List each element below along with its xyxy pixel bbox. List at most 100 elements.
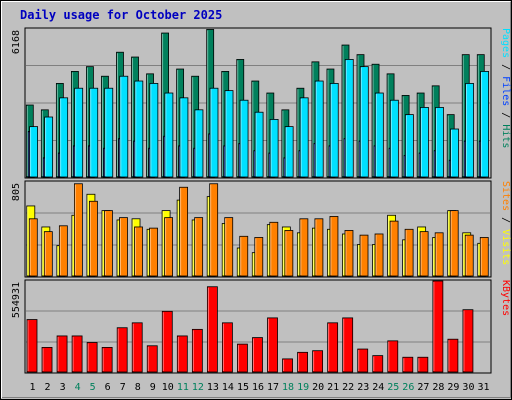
bar-pages xyxy=(420,107,429,178)
bar-sites xyxy=(299,218,309,277)
day-label: 30 xyxy=(462,382,474,393)
day-label: 26 xyxy=(402,382,414,393)
bar-kbytes xyxy=(417,356,429,373)
bar-pages xyxy=(284,126,294,178)
bar-sites xyxy=(104,210,113,277)
legend-/: / xyxy=(500,106,511,124)
bar-pages xyxy=(104,87,114,178)
legend-hits: Hits xyxy=(500,124,511,148)
day-label: 28 xyxy=(432,382,444,393)
bar-pages xyxy=(254,111,264,178)
bar-pages xyxy=(59,97,69,178)
bar-sites xyxy=(329,216,339,277)
bar-kbytes xyxy=(267,317,278,373)
bar-kbytes xyxy=(327,322,339,373)
bar-sites xyxy=(344,230,354,277)
bar-pages xyxy=(480,71,489,178)
bar-pages xyxy=(450,128,459,178)
bar-sites xyxy=(134,226,143,277)
day-label: 25 xyxy=(387,382,399,393)
day-label: 14 xyxy=(222,382,234,393)
day-label: 3 xyxy=(60,382,66,393)
legend-files: Files xyxy=(500,76,511,106)
bar-kbytes xyxy=(191,328,203,373)
panel-top-legend: Pages / Files / Hits xyxy=(500,28,511,148)
bar-sites xyxy=(269,221,279,277)
panel-top: 6168 Pages / Files / Hits xyxy=(11,27,511,179)
bar-sites xyxy=(284,230,294,277)
bar-pages xyxy=(74,87,84,178)
bar-kbytes xyxy=(116,327,128,373)
bar-kbytes xyxy=(312,350,324,373)
bar-sites xyxy=(164,217,173,277)
panel-bottom-max-label: 554931 xyxy=(11,282,22,318)
bar-sites xyxy=(404,228,414,277)
bar-pages xyxy=(149,83,159,178)
panel-bottom: 554931 KBytes xyxy=(11,279,511,374)
day-axis-labels: 1 2 3 4 5 6 7 8 9 10 11 12 13 14 15 16 17 18 19 20 21 22 23 24 2… xyxy=(30,382,490,393)
legend-kbytes: KBytes xyxy=(500,280,511,316)
bar-sites xyxy=(58,225,68,277)
day-label: 11 xyxy=(177,382,189,393)
chart-panels: 6168 Pages / Files / Hits 805 Sites / Visit… xyxy=(11,27,511,374)
day-label: 24 xyxy=(372,382,384,393)
legend-pages: Pages xyxy=(500,28,511,58)
bar-pages xyxy=(134,80,144,178)
day-label: 10 xyxy=(162,382,174,393)
bar-pages xyxy=(405,114,414,178)
bar-sites xyxy=(119,217,128,277)
bar-kbytes xyxy=(86,342,98,373)
bar-kbytes xyxy=(342,317,354,373)
day-label: 16 xyxy=(252,382,264,393)
legend-/: / xyxy=(500,58,511,76)
day-label: 2 xyxy=(45,382,51,393)
bar-kbytes xyxy=(447,338,459,373)
bar-pages xyxy=(119,75,129,178)
bar-sites xyxy=(419,231,429,277)
bar-kbytes xyxy=(222,322,233,373)
day-label: 18 xyxy=(282,382,294,393)
bar-sites xyxy=(464,234,474,277)
day-label: 4 xyxy=(75,382,81,393)
bar-sites xyxy=(389,220,399,277)
panel-middle-legend: Sites / Visits xyxy=(500,181,511,265)
bar-pages xyxy=(89,87,99,178)
bar-kbytes xyxy=(146,345,158,373)
bar-kbytes xyxy=(101,347,113,373)
bar-kbytes xyxy=(71,335,83,373)
bar-kbytes xyxy=(372,355,384,373)
bar-kbytes xyxy=(56,335,68,373)
bar-sites xyxy=(224,217,234,277)
day-label: 6 xyxy=(105,382,111,393)
day-label: 22 xyxy=(342,382,354,393)
bar-sites xyxy=(359,234,369,277)
bar-pages xyxy=(329,83,339,178)
bar-pages xyxy=(314,80,324,178)
day-label: 29 xyxy=(447,382,459,393)
bar-kbytes xyxy=(402,356,414,373)
bar-sites xyxy=(73,183,83,277)
bar-pages xyxy=(44,116,54,178)
bar-sites xyxy=(194,217,204,277)
legend-sites: Sites xyxy=(500,181,511,211)
bar-pages xyxy=(179,97,189,178)
bar-pages xyxy=(29,126,39,178)
day-label: 21 xyxy=(327,382,339,393)
day-label: 20 xyxy=(312,382,324,393)
bar-kbytes xyxy=(26,319,38,373)
bar-kbytes xyxy=(357,348,369,373)
bar-sites xyxy=(449,210,459,277)
bar-kbytes xyxy=(206,286,218,373)
bar-kbytes xyxy=(387,340,399,373)
panel-middle: 805 Sites / Visits xyxy=(11,180,511,278)
bar-sites xyxy=(239,235,249,277)
bar-pages xyxy=(194,109,204,178)
bar-kbytes xyxy=(131,322,143,373)
bar-kbytes xyxy=(252,337,263,373)
bar-sites xyxy=(434,232,444,277)
bar-pages xyxy=(299,97,309,178)
bar-pages xyxy=(374,92,384,178)
bar-pages xyxy=(209,87,219,178)
day-label: 23 xyxy=(357,382,369,393)
day-label: 7 xyxy=(120,382,126,393)
